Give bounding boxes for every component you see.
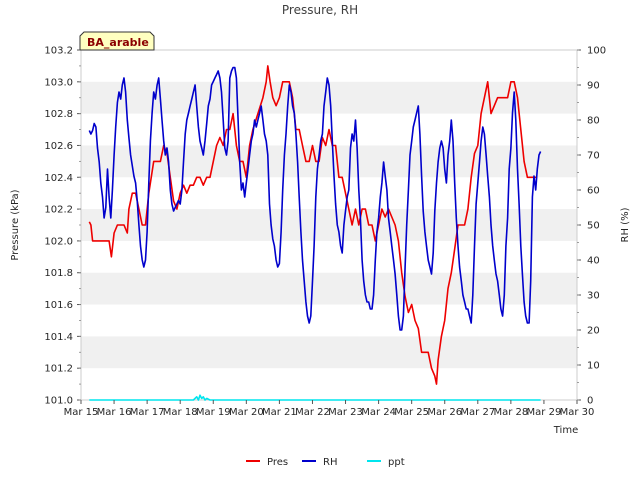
left-y-axis-label: Pressure (kPa) [10,189,21,260]
right-y-tick-label: 80 [587,116,600,127]
chart-title: Pressure, RH [282,3,358,17]
left-y-tick-label: 101.8 [44,268,73,279]
x-tick-label: Mar 23 [328,407,363,418]
left-y-tick-label: 102.8 [44,109,73,120]
x-tick-label: Mar 20 [229,407,264,418]
series-layer [88,65,542,401]
legend-label-rh: RH [323,457,337,468]
x-tick-label: Mar 25 [394,407,429,418]
site-label: BA_arable [87,36,149,49]
x-tick-label: Mar 30 [560,407,595,418]
right-y-tick-label: 60 [587,186,600,197]
right-y-tick-label: 40 [587,256,600,267]
x-tick-label: Mar 24 [361,407,396,418]
grid-band [81,336,577,369]
right-y-axis-label: RH (%) [620,207,631,242]
right-y-tick-label: 70 [587,151,600,162]
right-y-tick-label: 30 [587,291,600,302]
left-y-tick-label: 102.2 [44,205,73,216]
x-tick-label: Mar 26 [427,407,462,418]
site-label-background [79,31,155,51]
right-y-tick-label: 10 [587,361,600,372]
grid-band [81,209,577,241]
right-y-axis: 0 10 20 30 40 50 60 70 80 90 100 [577,46,606,407]
legend-label-ppt: ppt [388,457,405,468]
site-label-box: BA_arable [79,31,155,51]
x-tick-label: Mar 15 [64,407,99,418]
left-y-tick-label: 101.2 [44,364,73,375]
left-y-tick-label: 101.0 [44,396,73,407]
grid-band [81,145,577,178]
x-tick-label: Mar 21 [262,407,297,418]
left-y-tick-label: 102.4 [44,173,73,184]
left-y-tick-label: 101.6 [44,300,73,311]
left-y-tick-label: 102.6 [44,141,73,152]
x-tick-label: Mar 29 [527,407,562,418]
x-tick-label: Mar 28 [493,407,528,418]
x-tick-label: Mar 16 [97,407,132,418]
chart-background-bands [81,81,577,369]
right-y-tick-label: 20 [587,326,600,337]
right-y-tick-label: 50 [587,221,600,232]
left-y-tick-label: 101.4 [44,332,73,343]
x-tick-label: Mar 18 [163,407,198,418]
left-y-axis: 101.0 101.2 101.4 101.6 101.8 102.0 102.2 102.4… [44,46,81,407]
grid-band [81,272,577,305]
x-tick-label: Mar 19 [196,407,231,418]
x-tick-label: Mar 27 [460,407,495,418]
left-y-tick-label: 103.2 [44,46,73,57]
x-axis-label: Time [553,425,578,436]
legend: Pres RH ppt [246,457,405,468]
right-y-tick-label: 0 [587,396,593,407]
legend-label-pres: Pres [267,457,288,468]
left-y-tick-label: 102.0 [44,236,73,247]
x-tick-label: Mar 22 [295,407,330,418]
series-line-ppt [89,394,541,401]
right-y-tick-label: 90 [587,81,600,92]
x-tick-label: Mar 17 [130,407,165,418]
series-line-rh [88,66,542,331]
left-y-tick-label: 103.0 [44,77,73,88]
right-y-tick-label: 100 [587,46,606,57]
